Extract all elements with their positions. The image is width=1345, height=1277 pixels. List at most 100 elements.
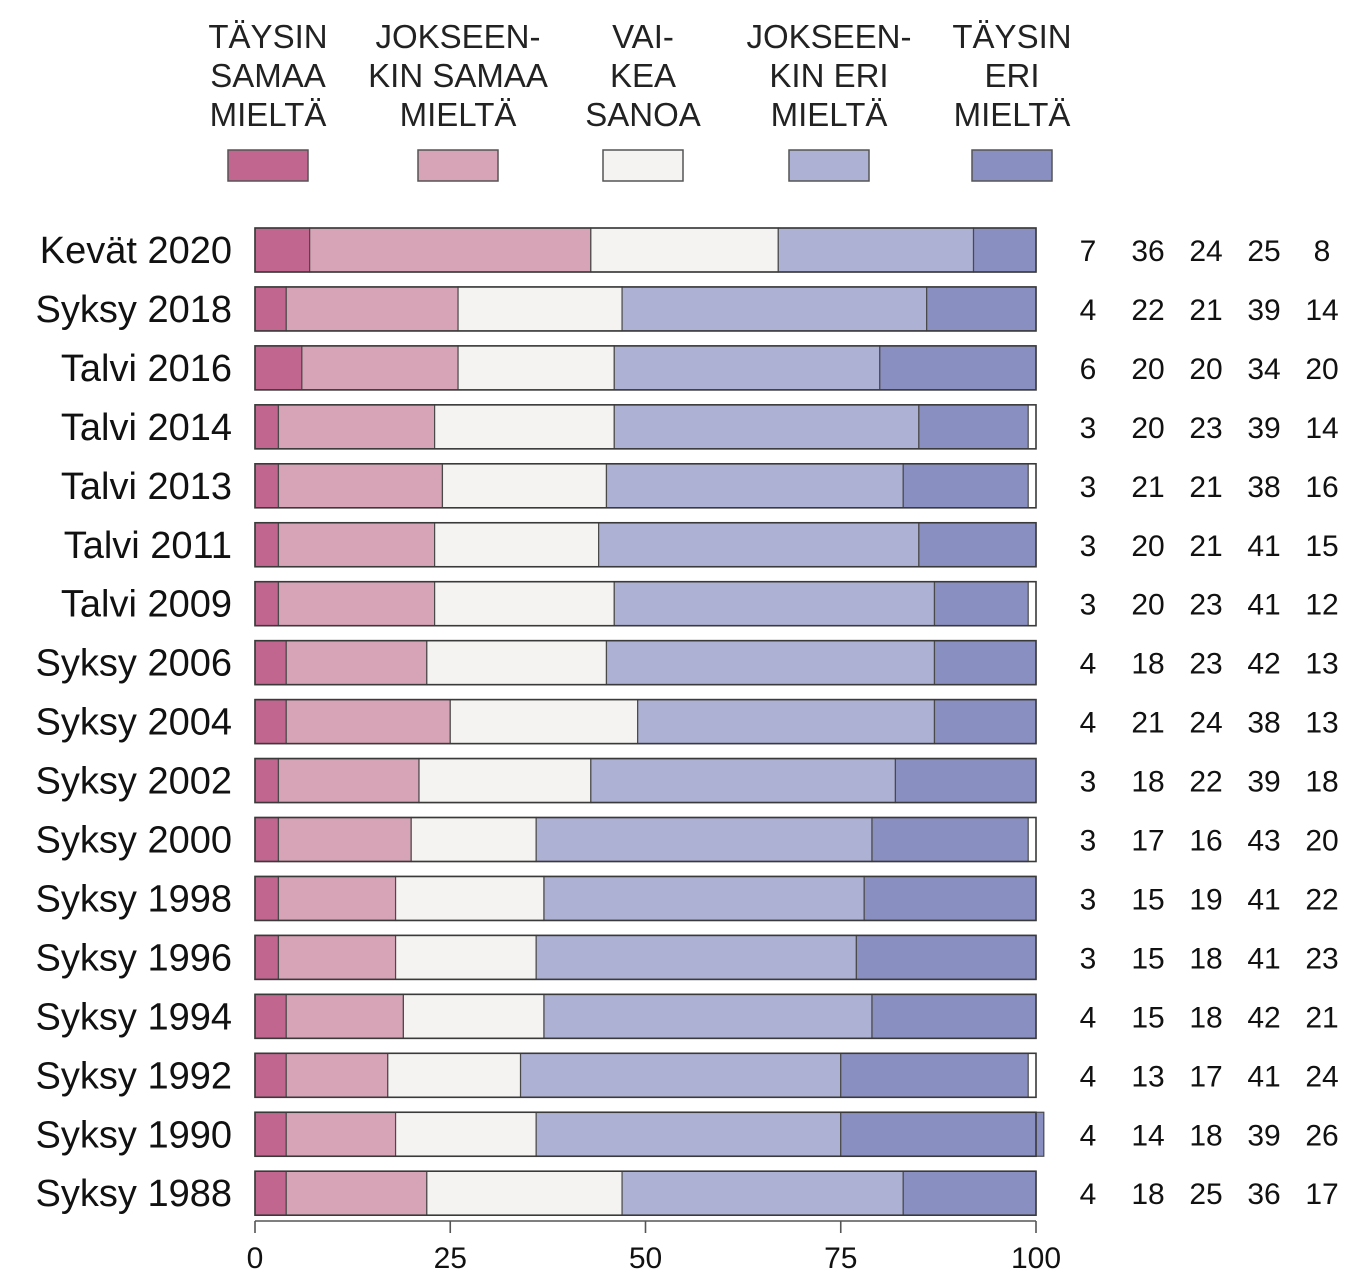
x-tick-label: 75 <box>824 1242 857 1275</box>
legend-label-line: SAMAA <box>210 57 326 94</box>
bar-segment <box>418 757 592 804</box>
bar-segment <box>254 875 280 922</box>
value-label: 41 <box>1247 589 1280 622</box>
row-label: Talvi 2009 <box>61 584 232 626</box>
row-label: Talvi 2014 <box>61 407 232 449</box>
bar-outline <box>254 1111 1037 1158</box>
value-row: 3 17 16 43 20 <box>1080 825 1339 858</box>
value-label: 39 <box>1247 766 1280 799</box>
value-row: 3 21 21 38 16 <box>1080 471 1339 504</box>
x-tick-label: 0 <box>247 1242 264 1275</box>
value-label: 16 <box>1305 471 1338 504</box>
bar-segment <box>301 345 459 391</box>
value-row: 4 15 18 42 21 <box>1080 1001 1339 1034</box>
value-label: 21 <box>1131 471 1164 504</box>
value-row: 3 20 21 41 15 <box>1080 530 1339 563</box>
value-label: 39 <box>1247 1119 1280 1152</box>
legend-label-line: KIN ERI <box>769 57 888 94</box>
value-label: 42 <box>1247 648 1280 681</box>
bar-outline <box>254 580 1037 627</box>
value-label: 18 <box>1131 1178 1164 1211</box>
value-label: 3 <box>1080 471 1097 504</box>
bar-segment <box>402 993 545 1039</box>
legend-swatch <box>417 149 499 182</box>
row-label: Syksy 1990 <box>36 1114 232 1156</box>
bar-segment <box>277 757 420 804</box>
bar-segment <box>426 1170 623 1216</box>
bar-segment <box>621 286 928 332</box>
row-label: Talvi 2013 <box>61 466 232 508</box>
x-tick-label: 50 <box>629 1242 662 1275</box>
value-label: 18 <box>1131 648 1164 681</box>
row-label: Talvi 2016 <box>61 348 232 390</box>
value-columns: 7 36 24 25 84 22 21 39 146 20 20 34 203 20 23 39 143 21 21… <box>1080 235 1339 1211</box>
bar-segment <box>441 463 608 509</box>
value-label: 21 <box>1305 1001 1338 1034</box>
value-row: 3 15 19 41 22 <box>1080 883 1339 916</box>
bar-segment <box>605 463 904 509</box>
value-label: 12 <box>1305 589 1338 622</box>
value-label: 41 <box>1247 883 1280 916</box>
bar-segment <box>434 522 600 568</box>
bar-outline <box>254 816 1037 863</box>
bar-segment <box>543 875 865 922</box>
bar-segment <box>394 934 537 981</box>
value-label: 14 <box>1305 412 1338 445</box>
value-label: 34 <box>1247 353 1280 386</box>
value-label: 17 <box>1189 1060 1222 1093</box>
value-label: 21 <box>1131 707 1164 740</box>
bar-segment <box>254 227 311 273</box>
bar-segment <box>972 227 1037 273</box>
bar-segment <box>933 640 1037 686</box>
bar-outline <box>254 993 1037 1040</box>
value-label: 17 <box>1305 1178 1338 1211</box>
bar-segment <box>426 640 608 686</box>
bar-row <box>254 227 1037 273</box>
bar-segment <box>254 1052 287 1098</box>
legend-label-line: MIELTÄ <box>954 96 1071 133</box>
value-label: 13 <box>1131 1060 1164 1093</box>
value-label: 20 <box>1131 412 1164 445</box>
bar-outline <box>254 286 1037 332</box>
bar-segment <box>277 875 397 922</box>
value-label: 4 <box>1080 294 1097 327</box>
bar-segment <box>598 522 920 568</box>
bar-segment <box>457 286 623 332</box>
row-label: Syksy 1998 <box>36 878 232 920</box>
bar-row <box>254 345 1037 391</box>
bar-segment <box>285 286 459 332</box>
value-label: 23 <box>1189 589 1222 622</box>
row-label: Syksy 2002 <box>36 761 232 803</box>
value-row: 3 20 23 39 14 <box>1080 412 1339 445</box>
legend-label-line: MIELTÄ <box>210 96 327 133</box>
value-label: 24 <box>1305 1060 1338 1093</box>
value-label: 14 <box>1305 294 1338 327</box>
bar-row <box>254 1170 1037 1216</box>
bar-segment <box>254 698 287 745</box>
value-label: 20 <box>1131 589 1164 622</box>
value-label: 36 <box>1247 1178 1280 1211</box>
value-label: 20 <box>1131 530 1164 563</box>
bar-segment <box>918 404 1029 450</box>
value-label: 22 <box>1131 294 1164 327</box>
value-label: 23 <box>1189 412 1222 445</box>
row-label: Kevät 2020 <box>40 230 232 272</box>
bar-segment <box>894 757 1037 804</box>
bar-segment <box>254 1111 287 1157</box>
bar-segment <box>434 581 615 627</box>
value-row: 4 18 23 42 13 <box>1080 648 1339 681</box>
legend-label-line: TÄYSIN <box>208 18 327 55</box>
value-label: 15 <box>1131 883 1164 916</box>
bar-segment <box>871 816 1029 863</box>
bar-segment <box>855 934 1037 981</box>
bars <box>254 227 1045 1216</box>
bar-row <box>254 521 1037 568</box>
value-label: 8 <box>1314 235 1331 268</box>
value-label: 21 <box>1189 530 1222 563</box>
bar-segment <box>535 934 857 981</box>
bar-row <box>254 1052 1037 1099</box>
bar-segment <box>277 816 412 863</box>
